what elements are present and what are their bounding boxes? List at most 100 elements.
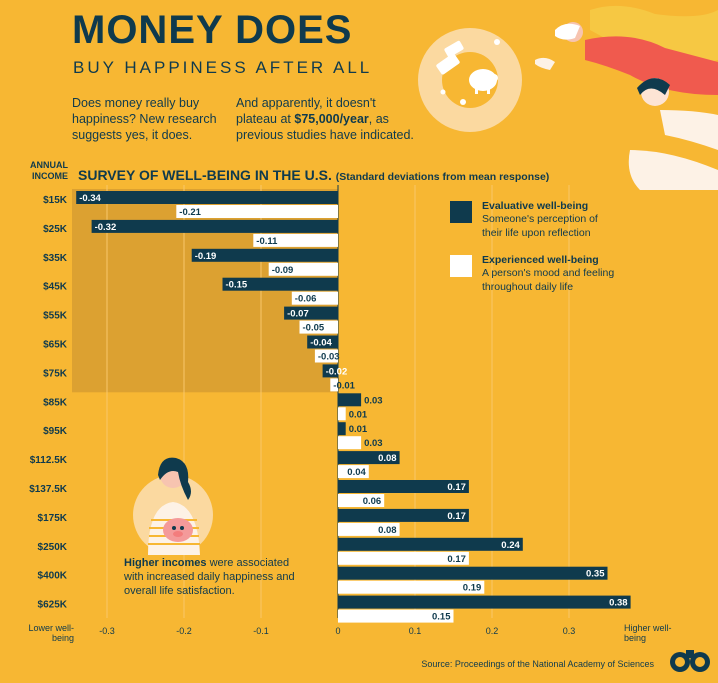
bar bbox=[76, 191, 338, 204]
bar bbox=[338, 551, 469, 565]
legend-label-experienced: Experienced well-being bbox=[482, 254, 599, 266]
bar bbox=[338, 537, 523, 551]
data-label: -0.04 bbox=[310, 338, 332, 349]
x-tick-label: 0.2 bbox=[486, 626, 499, 636]
woman-piggy-illustration bbox=[133, 457, 213, 555]
data-label: 0.01 bbox=[349, 424, 368, 435]
axis-left-end-label: Lower well-being bbox=[28, 623, 74, 643]
x-tick-label: -0.3 bbox=[99, 626, 115, 636]
intro-right-tail: , as previous studies have indicated. bbox=[236, 112, 414, 142]
bar bbox=[338, 580, 485, 594]
legend-swatch-experienced bbox=[450, 255, 472, 277]
bar bbox=[338, 451, 400, 465]
bar bbox=[338, 393, 362, 407]
data-label: -0.21 bbox=[179, 207, 201, 218]
data-label: -0.05 bbox=[303, 323, 325, 334]
category-label: $625K bbox=[38, 600, 68, 611]
data-label: 0.06 bbox=[363, 496, 382, 507]
income-axis-header: ANNUAL INCOME bbox=[30, 160, 68, 181]
data-label: -0.34 bbox=[79, 193, 101, 204]
legend: Evaluative well-being Someone's percepti… bbox=[450, 200, 620, 308]
axis-right-end-label: Higher well-being bbox=[624, 623, 672, 643]
x-tick-label: 0.3 bbox=[563, 626, 576, 636]
data-label: -0.07 bbox=[287, 309, 309, 320]
category-label: $35K bbox=[43, 253, 68, 264]
x-tick-label: 0 bbox=[335, 626, 340, 636]
category-label: $137.5K bbox=[29, 484, 68, 495]
data-label: 0.03 bbox=[364, 438, 383, 449]
bar bbox=[322, 364, 338, 378]
binoculars-logo-icon bbox=[670, 650, 710, 672]
category-label: $55K bbox=[43, 311, 68, 322]
bar bbox=[307, 335, 338, 349]
chart-annotation: Higher incomes were associated with incr… bbox=[124, 556, 304, 598]
data-label: -0.15 bbox=[226, 280, 248, 291]
bar bbox=[338, 407, 346, 421]
data-label: -0.02 bbox=[326, 366, 348, 377]
data-label: 0.15 bbox=[432, 612, 451, 623]
legend-item-evaluative: Evaluative well-being Someone's percepti… bbox=[450, 200, 620, 240]
note-text: were associated with increased daily hap… bbox=[124, 557, 295, 597]
category-label: $25K bbox=[43, 224, 68, 235]
category-label: $75K bbox=[43, 368, 68, 379]
bar bbox=[338, 494, 385, 507]
data-label: 0.35 bbox=[586, 569, 605, 580]
category-label: $65K bbox=[43, 340, 68, 351]
data-label: 0.17 bbox=[447, 511, 466, 522]
data-label: 0.08 bbox=[378, 525, 397, 536]
data-label: -0.32 bbox=[95, 222, 117, 233]
bar bbox=[268, 262, 338, 276]
legend-label-evaluative: Evaluative well-being bbox=[482, 200, 589, 212]
bar bbox=[191, 248, 338, 262]
data-label: -0.06 bbox=[295, 294, 317, 305]
category-label: $250K bbox=[38, 542, 68, 553]
piggy-bank-icon bbox=[163, 518, 193, 542]
intro-right-highlight: $75,000/year bbox=[294, 112, 369, 126]
data-label: 0.03 bbox=[364, 395, 383, 406]
chart-title: SURVEY OF WELL-BEING IN THE U.S. (Standa… bbox=[78, 167, 549, 183]
page-title: MONEY DOES bbox=[72, 8, 353, 52]
bar bbox=[91, 219, 338, 233]
data-label: 0.08 bbox=[378, 453, 397, 464]
bar bbox=[338, 480, 469, 493]
bar bbox=[338, 436, 362, 450]
data-label: 0.19 bbox=[463, 583, 482, 594]
note-highlight: Higher incomes bbox=[124, 557, 207, 569]
bar bbox=[314, 349, 338, 363]
bar bbox=[338, 508, 469, 522]
bar bbox=[338, 522, 400, 536]
legend-desc-evaluative: Someone's perception of their life upon … bbox=[482, 213, 598, 239]
category-label: $175K bbox=[38, 513, 68, 524]
category-label: $112.5K bbox=[30, 455, 68, 466]
x-tick-label: -0.2 bbox=[176, 626, 192, 636]
bar bbox=[338, 422, 346, 436]
piggy-bank-icon bbox=[469, 69, 498, 94]
intro-right-text: And apparently, it doesn't plateau at bbox=[236, 96, 376, 126]
data-label: 0.38 bbox=[609, 598, 628, 609]
data-label: -0.01 bbox=[333, 380, 355, 391]
bar bbox=[222, 277, 338, 291]
bar bbox=[176, 205, 338, 218]
bar bbox=[338, 465, 369, 479]
bar bbox=[299, 320, 338, 334]
bar bbox=[338, 595, 631, 609]
bar bbox=[253, 233, 338, 247]
data-label: 0.17 bbox=[447, 554, 466, 565]
data-label: -0.03 bbox=[318, 352, 340, 363]
bar bbox=[330, 378, 338, 392]
category-label: $85K bbox=[43, 397, 68, 408]
category-label: $15K bbox=[43, 195, 68, 206]
data-label: -0.09 bbox=[272, 265, 294, 276]
data-label: -0.19 bbox=[195, 251, 217, 262]
data-label: 0.01 bbox=[349, 409, 368, 420]
legend-swatch-evaluative bbox=[450, 201, 472, 223]
bar bbox=[338, 609, 454, 623]
chart-subtitle: (Standard deviations from mean response) bbox=[335, 171, 550, 183]
data-label: 0.04 bbox=[347, 467, 366, 478]
data-label: 0.17 bbox=[447, 482, 466, 493]
data-label: 0.24 bbox=[501, 540, 520, 551]
bar bbox=[291, 291, 338, 305]
page-subtitle: BUY HAPPINESS AFTER ALL bbox=[73, 58, 373, 77]
category-label: $400K bbox=[38, 571, 68, 582]
